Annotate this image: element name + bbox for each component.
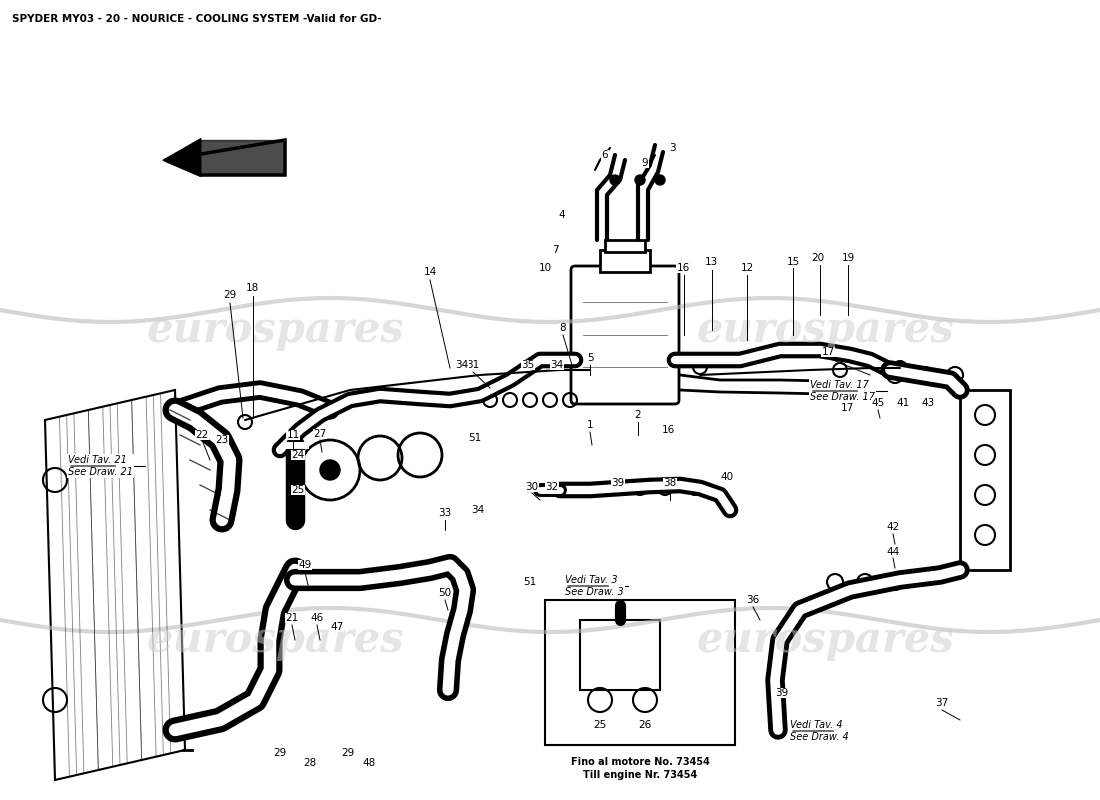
Text: 8: 8: [560, 323, 566, 333]
Text: SPYDER MY03 - 20 - NOURICE - COOLING SYSTEM -Valid for GD-: SPYDER MY03 - 20 - NOURICE - COOLING SYS…: [12, 14, 382, 24]
Circle shape: [639, 694, 651, 706]
Polygon shape: [165, 140, 285, 175]
Text: 19: 19: [842, 253, 855, 263]
Text: 10: 10: [538, 263, 551, 273]
Text: 17: 17: [822, 347, 835, 357]
Text: 46: 46: [310, 613, 323, 623]
Text: 4: 4: [559, 210, 565, 220]
Text: 14: 14: [424, 267, 437, 277]
Bar: [580, 620, 660, 690]
Text: Vedi Tav. 3
See Draw. 3: Vedi Tav. 3 See Draw. 3: [565, 575, 624, 597]
Text: Vedi Tav. 21
See Draw. 21: Vedi Tav. 21 See Draw. 21: [68, 455, 133, 477]
Text: 16: 16: [661, 425, 674, 435]
Text: Vedi Tav. 4
See Draw. 4: Vedi Tav. 4 See Draw. 4: [790, 720, 849, 742]
Polygon shape: [165, 140, 200, 175]
Text: eurospares: eurospares: [146, 619, 404, 661]
Text: 5: 5: [586, 353, 593, 363]
Polygon shape: [960, 390, 1010, 570]
Text: 39: 39: [776, 688, 789, 698]
Text: 32: 32: [546, 482, 559, 492]
Text: 34: 34: [550, 360, 563, 370]
Text: 33: 33: [439, 508, 452, 518]
Text: 9: 9: [641, 158, 648, 168]
Text: 23: 23: [216, 435, 229, 445]
Text: 44: 44: [887, 547, 900, 557]
Text: 24: 24: [292, 450, 305, 460]
Text: 3: 3: [669, 143, 675, 153]
Text: 51: 51: [524, 577, 537, 587]
Text: 51: 51: [469, 433, 482, 443]
Circle shape: [654, 175, 666, 185]
Polygon shape: [200, 140, 285, 175]
Text: 42: 42: [887, 522, 900, 532]
Text: 50: 50: [439, 588, 452, 598]
Circle shape: [610, 175, 620, 185]
Text: 25: 25: [593, 720, 606, 730]
Text: 49: 49: [298, 560, 311, 570]
Text: 34: 34: [455, 360, 469, 370]
Circle shape: [320, 460, 340, 480]
Text: 7: 7: [552, 245, 559, 255]
Circle shape: [308, 448, 352, 492]
Text: 27: 27: [314, 429, 327, 439]
FancyBboxPatch shape: [571, 266, 679, 404]
Text: Vedi Tav. 17
See Draw. 17: Vedi Tav. 17 See Draw. 17: [810, 380, 875, 402]
Text: 25: 25: [292, 485, 305, 495]
Text: 16: 16: [676, 263, 690, 273]
Text: 38: 38: [663, 478, 676, 488]
Text: 12: 12: [740, 263, 754, 273]
Text: 6: 6: [602, 150, 608, 160]
Text: 22: 22: [196, 430, 209, 440]
Text: 39: 39: [612, 478, 625, 488]
Text: eurospares: eurospares: [696, 309, 954, 351]
Text: 17: 17: [840, 403, 854, 413]
Circle shape: [635, 175, 645, 185]
Text: 29: 29: [223, 290, 236, 300]
Text: 37: 37: [935, 698, 948, 708]
Text: 20: 20: [812, 253, 825, 263]
Text: Till engine Nr. 73454: Till engine Nr. 73454: [583, 770, 697, 780]
Text: 36: 36: [747, 595, 760, 605]
Text: 29: 29: [341, 748, 354, 758]
Text: 13: 13: [704, 257, 717, 267]
Text: 47: 47: [330, 622, 343, 632]
Text: 48: 48: [362, 758, 375, 768]
Text: 1: 1: [586, 420, 593, 430]
Text: eurospares: eurospares: [146, 309, 404, 351]
Text: 2: 2: [635, 410, 641, 420]
Bar: [600, 250, 650, 272]
Circle shape: [406, 441, 434, 469]
Text: 31: 31: [466, 360, 480, 370]
Text: 43: 43: [922, 398, 935, 408]
Text: 30: 30: [526, 482, 539, 492]
Bar: [605, 240, 645, 252]
Circle shape: [594, 694, 606, 706]
Text: 34: 34: [472, 505, 485, 515]
Text: 40: 40: [720, 472, 734, 482]
Text: 45: 45: [871, 398, 884, 408]
Text: 21: 21: [285, 613, 298, 623]
Text: 29: 29: [274, 748, 287, 758]
Text: 26: 26: [638, 720, 651, 730]
Circle shape: [366, 444, 394, 472]
Text: Fino al motore No. 73454: Fino al motore No. 73454: [571, 757, 710, 767]
Bar: [544, 600, 735, 745]
Polygon shape: [45, 390, 185, 780]
Text: 11: 11: [286, 430, 299, 440]
Text: 28: 28: [304, 758, 317, 768]
Text: 35: 35: [521, 360, 535, 370]
Text: 15: 15: [786, 257, 800, 267]
Text: 41: 41: [896, 398, 910, 408]
Text: 18: 18: [245, 283, 258, 293]
Text: eurospares: eurospares: [696, 619, 954, 661]
